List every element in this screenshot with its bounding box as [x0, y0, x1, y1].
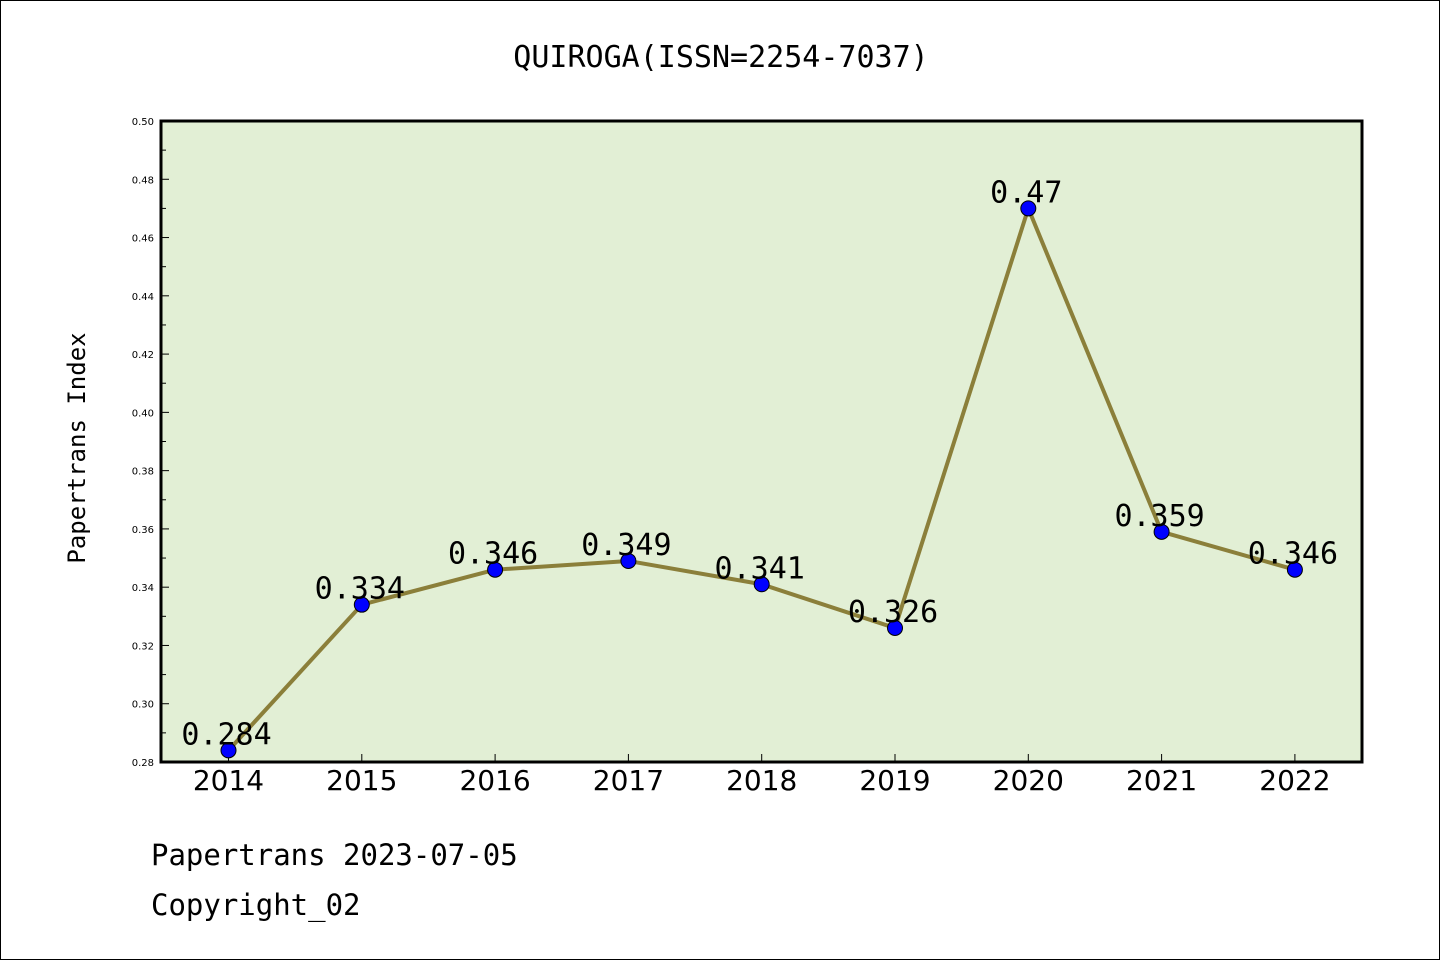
x-tick-label: 2022: [1259, 764, 1330, 797]
data-label: 0.334: [315, 572, 405, 607]
data-label: 0.284: [181, 717, 271, 752]
data-point: [220, 742, 237, 759]
x-tick-label: 2016: [459, 764, 530, 797]
data-point: [753, 576, 770, 593]
y-axis-label: Papertrans Index: [63, 332, 91, 563]
footer-date: Papertrans 2023-07-05: [151, 838, 518, 872]
data-label: 0.346: [448, 537, 538, 572]
data-point: [487, 561, 504, 578]
x-tick-label: 2018: [726, 764, 797, 797]
data-point: [1020, 200, 1037, 217]
y-tick-label: 0.34: [132, 583, 154, 594]
y-tick-label: 0.32: [132, 641, 154, 652]
data-label: 0.346: [1248, 537, 1338, 572]
x-tick-label: 2015: [326, 764, 397, 797]
data-label: 0.349: [581, 528, 671, 563]
data-point: [887, 619, 903, 636]
chart-title: QUIROGA(ISSN=2254-7037): [513, 40, 928, 75]
footer-copyright: Copyright_02: [151, 888, 361, 923]
y-tick-label: 0.40: [132, 408, 154, 419]
plot-area: [159, 119, 1364, 764]
data-label: 0.47: [990, 175, 1062, 210]
y-tick-label: 0.30: [132, 700, 154, 711]
data-label: 0.359: [1114, 499, 1204, 534]
x-tick-label: 2020: [993, 764, 1064, 797]
data-labels: 0.284 0.334 0.346 0.349 0.341 0.326 0.47 0.359 0…: [181, 175, 1338, 752]
y-tick-label: 0.36: [132, 525, 154, 536]
x-tick-label: 2014: [193, 764, 264, 797]
y-tick-label: 0.38: [132, 467, 154, 478]
x-tick-label: 2019: [859, 764, 930, 797]
data-point: [620, 552, 637, 569]
y-tick-label: 0.50: [132, 117, 154, 128]
x-axis: 2014 2015 2016 2017 2018 2019 2020 2021 2022: [193, 754, 1331, 797]
y-axis: 0.28 0.30 0.32 0.34 0.36 0.38 0.40 0.42 0.44 0.46…: [132, 117, 169, 769]
y-tick-label: 0.28: [132, 758, 154, 769]
x-tick-label: 2021: [1126, 764, 1197, 797]
data-markers: [220, 200, 1303, 759]
data-point: [1286, 561, 1303, 578]
y-tick-label: 0.48: [132, 175, 154, 186]
x-tick-label: 2017: [593, 764, 664, 797]
y-tick-label: 0.46: [132, 234, 154, 245]
data-point: [1153, 523, 1170, 540]
data-label: 0.326: [848, 595, 938, 630]
data-label: 0.341: [715, 551, 805, 586]
y-tick-label: 0.42: [132, 350, 154, 361]
data-point: [353, 596, 370, 613]
y-tick-label: 0.44: [132, 292, 154, 303]
